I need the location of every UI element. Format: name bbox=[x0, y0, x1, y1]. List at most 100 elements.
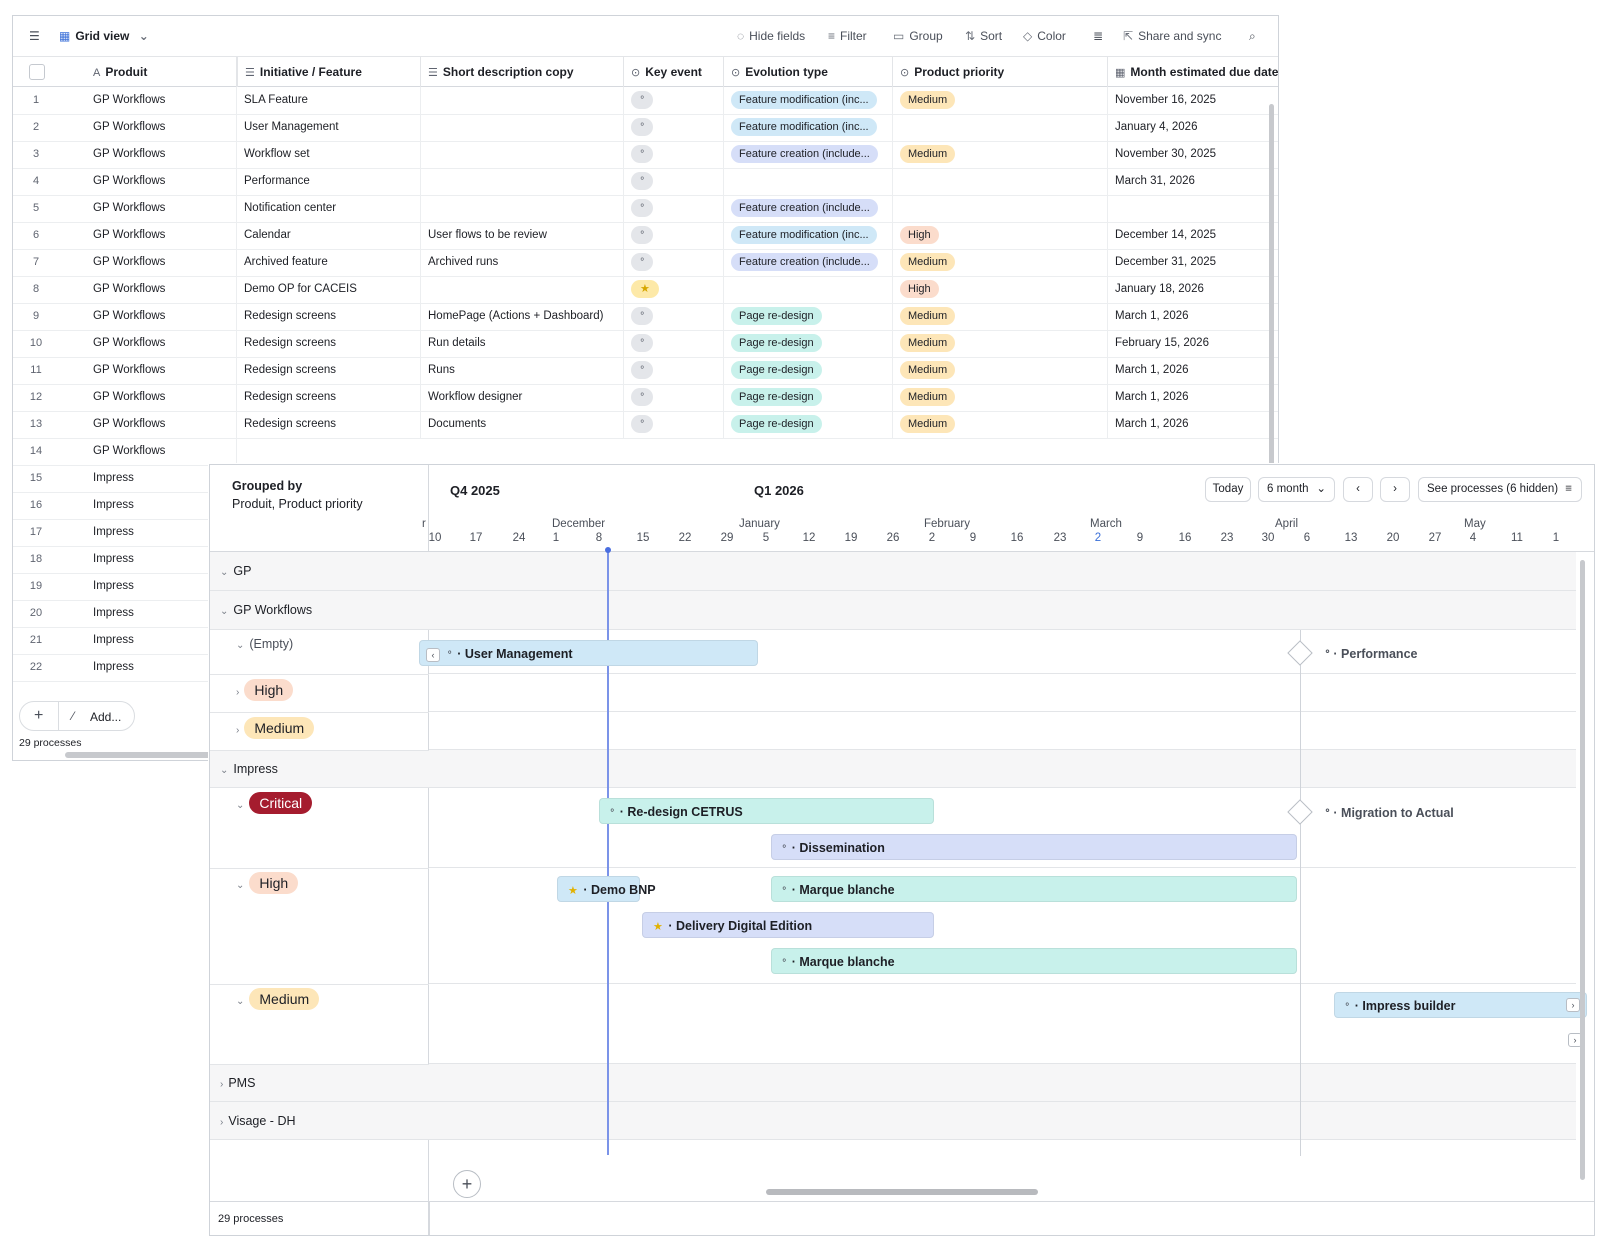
cell-due[interactable]: November 16, 2025 bbox=[1108, 87, 1278, 114]
range-dropdown[interactable]: 6 month ⌄ bbox=[1258, 477, 1335, 502]
grid-horizontal-scrollbar[interactable] bbox=[65, 752, 215, 758]
table-row[interactable]: 9 GP Workflows Redesign screens HomePage (A… bbox=[13, 303, 1278, 331]
cell-due[interactable]: March 1, 2026 bbox=[1108, 357, 1278, 384]
cell-due[interactable] bbox=[1108, 195, 1278, 222]
cell-prio[interactable]: Medium bbox=[893, 357, 1108, 384]
table-row[interactable]: 2 GP Workflows User Management ᐤ Feature mod… bbox=[13, 114, 1278, 142]
cell-key[interactable]: ᐤ bbox=[624, 330, 724, 357]
group-row-visage[interactable]: › Visage - DH bbox=[220, 1114, 296, 1128]
table-row[interactable]: 6 GP Workflows Calendar User flows to be re… bbox=[13, 222, 1278, 250]
cell-evo[interactable]: Feature creation (include... bbox=[724, 195, 893, 222]
cell-feature[interactable]: Redesign screens bbox=[237, 303, 421, 330]
cell-prio[interactable] bbox=[893, 195, 1108, 222]
cell-produit[interactable]: GP Workflows bbox=[81, 330, 237, 357]
milestone-label-performance[interactable]: ᐤ · Performance bbox=[1325, 647, 1418, 661]
table-row[interactable]: 11 GP Workflows Redesign screens Runs ᐤ Page … bbox=[13, 357, 1278, 385]
filter-button[interactable]: ≡ Filter bbox=[828, 28, 867, 44]
cell-evo[interactable]: Feature modification (inc... bbox=[724, 222, 893, 249]
column-header-due-date[interactable]: ▦ Month estimated due date bbox=[1108, 57, 1278, 87]
timeline-bar-marque-blanche-2[interactable]: ᐤ · Marque blanche bbox=[771, 948, 1297, 974]
cell-produit[interactable]: GP Workflows bbox=[81, 114, 237, 141]
table-row[interactable]: 14 GP Workflows bbox=[13, 438, 1278, 466]
cell-due[interactable]: December 14, 2025 bbox=[1108, 222, 1278, 249]
column-header-priority[interactable]: ⊙ Product priority bbox=[893, 57, 1108, 87]
cell-prio[interactable] bbox=[893, 114, 1108, 141]
column-header-feature[interactable]: ☰ Initiative / Feature bbox=[237, 57, 421, 87]
cell-key[interactable]: ᐤ bbox=[624, 411, 724, 438]
subgroup-row-critical[interactable]: ⌄ Critical bbox=[236, 792, 313, 814]
cell-evo[interactable]: Page re-design bbox=[724, 411, 893, 438]
cell-key[interactable]: ᐤ bbox=[624, 168, 724, 195]
table-row[interactable]: 13 GP Workflows Redesign screens Documents ᐤ… bbox=[13, 411, 1278, 439]
timeline-bar-demo-bnp[interactable]: ★ · Demo BNP bbox=[557, 876, 656, 902]
cell-produit[interactable]: GP Workflows bbox=[81, 438, 237, 465]
subgroup-row-medium[interactable]: › Medium bbox=[236, 717, 315, 739]
cell-desc[interactable] bbox=[421, 87, 624, 114]
table-row[interactable]: 4 GP Workflows Performance ᐤ March 31, 2026 bbox=[13, 168, 1278, 196]
cell-produit[interactable]: GP Workflows bbox=[81, 357, 237, 384]
cell-desc[interactable]: Documents bbox=[421, 411, 624, 438]
cell-feature[interactable]: User Management bbox=[237, 114, 421, 141]
menu-icon[interactable]: ☰ bbox=[29, 29, 40, 43]
cell-produit[interactable]: GP Workflows bbox=[81, 87, 237, 114]
cell-evo[interactable]: Page re-design bbox=[724, 330, 893, 357]
cell-desc[interactable]: User flows to be review bbox=[421, 222, 624, 249]
grouped-by-fields[interactable]: Produit, Product priority bbox=[232, 497, 363, 511]
table-row[interactable]: 1 GP Workflows SLA Feature ᐤ Feature modific… bbox=[13, 87, 1278, 115]
subgroup-row-impress-high[interactable]: ⌄ High bbox=[236, 872, 299, 894]
sort-button[interactable]: ⇅ Sort bbox=[965, 28, 1002, 44]
table-row[interactable]: 3 GP Workflows Workflow set ᐤ Feature creati… bbox=[13, 141, 1278, 169]
share-sync-button[interactable]: ⇱ Share and sync bbox=[1123, 28, 1221, 44]
chevron-right-icon[interactable]: › bbox=[1566, 998, 1580, 1012]
cell-due[interactable]: March 1, 2026 bbox=[1108, 303, 1278, 330]
add-record-button[interactable]: + bbox=[34, 707, 44, 724]
cell-prio[interactable]: Medium bbox=[893, 249, 1108, 276]
cell-key[interactable]: ᐤ bbox=[624, 141, 724, 168]
timeline-bar-dissemination[interactable]: ᐤ · Dissemination bbox=[771, 834, 1297, 860]
cell-evo[interactable]: Feature creation (include... bbox=[724, 141, 893, 168]
cell-due[interactable]: January 18, 2026 bbox=[1108, 276, 1278, 303]
cell-desc[interactable] bbox=[421, 195, 624, 222]
cell-feature[interactable]: Calendar bbox=[237, 222, 421, 249]
hide-fields-button[interactable]: ◌ Hide fields bbox=[737, 28, 805, 44]
table-row[interactable]: 10 GP Workflows Redesign screens Run detail… bbox=[13, 330, 1278, 358]
cell-evo[interactable]: Page re-design bbox=[724, 384, 893, 411]
cell-produit[interactable]: GP Workflows bbox=[81, 222, 237, 249]
cell-produit[interactable]: GP Workflows bbox=[81, 168, 237, 195]
next-period-button[interactable]: › bbox=[1380, 477, 1410, 502]
search-icon[interactable]: ⌕ bbox=[1249, 29, 1256, 43]
milestone-label-migration[interactable]: ᐤ · Migration to Actual bbox=[1325, 806, 1454, 820]
prev-period-button[interactable]: ‹ bbox=[1343, 477, 1373, 502]
cell-feature[interactable]: Performance bbox=[237, 168, 421, 195]
add-process-button[interactable]: + bbox=[453, 1170, 481, 1198]
table-row[interactable]: 8 GP Workflows Demo OP for CACEIS ★ High Janu… bbox=[13, 276, 1278, 304]
group-row-gp-workflows[interactable]: ⌄ GP Workflows bbox=[220, 603, 312, 617]
cell-produit[interactable]: GP Workflows bbox=[81, 249, 237, 276]
cell-due[interactable]: January 4, 2026 bbox=[1108, 114, 1278, 141]
cell-feature[interactable]: Redesign screens bbox=[237, 384, 421, 411]
column-header-evolution-type[interactable]: ⊙ Evolution type bbox=[724, 57, 893, 87]
cell-key[interactable]: ᐤ bbox=[624, 249, 724, 276]
cell-desc[interactable]: Workflow designer bbox=[421, 384, 624, 411]
cell-evo[interactable]: Feature modification (inc... bbox=[724, 114, 893, 141]
view-switcher[interactable]: ▦ Grid view ⌄ bbox=[59, 28, 154, 44]
timeline-bar-redesign-cetrus[interactable]: ᐤ · Re-design CETRUS bbox=[599, 798, 934, 824]
cell-desc[interactable] bbox=[421, 276, 624, 303]
cell-desc[interactable]: Runs bbox=[421, 357, 624, 384]
cell-prio[interactable]: Medium bbox=[893, 141, 1108, 168]
cell-produit[interactable]: GP Workflows bbox=[81, 303, 237, 330]
cell-desc[interactable]: Archived runs bbox=[421, 249, 624, 276]
column-header-key-event[interactable]: ⊙ Key event bbox=[624, 57, 724, 87]
timeline-bar-impress-builder[interactable]: ᐤ · Impress builder › bbox=[1334, 992, 1587, 1018]
table-row[interactable]: 7 GP Workflows Archived feature Archived ru… bbox=[13, 249, 1278, 277]
group-row-impress[interactable]: ⌄ Impress bbox=[220, 762, 278, 776]
timeline-bar-marque-blanche-1[interactable]: ᐤ · Marque blanche bbox=[771, 876, 1297, 902]
cell-feature[interactable]: Notification center bbox=[237, 195, 421, 222]
cell-prio[interactable]: Medium bbox=[893, 303, 1108, 330]
select-all-checkbox[interactable] bbox=[29, 64, 45, 80]
timeline-horizontal-scrollbar[interactable] bbox=[766, 1189, 1038, 1195]
cell-prio[interactable]: Medium bbox=[893, 87, 1108, 114]
timeline-bar-delivery-digital[interactable]: ★ · Delivery Digital Edition bbox=[642, 912, 934, 938]
cell-evo[interactable]: Page re-design bbox=[724, 303, 893, 330]
cell-due[interactable]: March 1, 2026 bbox=[1108, 384, 1278, 411]
